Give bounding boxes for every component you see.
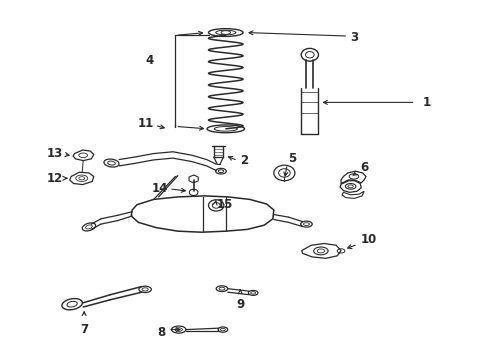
- Text: 13: 13: [46, 147, 63, 160]
- Text: 5: 5: [288, 152, 296, 165]
- Text: 11: 11: [138, 117, 154, 130]
- Text: 1: 1: [423, 96, 431, 109]
- Text: 7: 7: [80, 323, 88, 336]
- Text: 12: 12: [46, 172, 63, 185]
- Text: 15: 15: [216, 198, 233, 211]
- Text: 10: 10: [360, 234, 376, 247]
- Text: 6: 6: [360, 161, 368, 174]
- Text: 14: 14: [152, 182, 168, 195]
- Text: 9: 9: [236, 298, 245, 311]
- Text: 2: 2: [240, 154, 248, 167]
- Text: 4: 4: [146, 54, 154, 67]
- Text: 8: 8: [157, 326, 166, 339]
- Text: 3: 3: [351, 31, 359, 44]
